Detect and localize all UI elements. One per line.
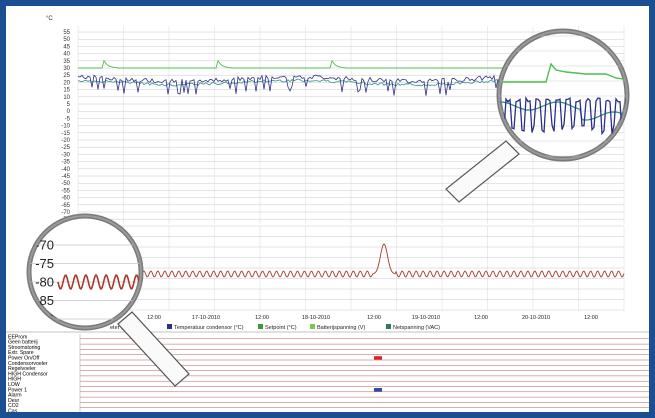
top-y-ticks: 5550454035302520151050-5-10-15-20-25-30-… [61, 30, 70, 223]
y-tick-label: 35 [63, 59, 70, 65]
y-tick-label: 55 [63, 30, 70, 36]
y-tick-label: -40 [61, 167, 70, 173]
event-label: CO2 [8, 403, 19, 409]
event-label: Power On/Off [8, 356, 40, 362]
y-tick-label: 45 [63, 44, 70, 50]
magnifier-top [445, 28, 630, 203]
y-tick-label: 5 [67, 102, 71, 108]
legend-swatch [167, 324, 172, 329]
event-label: Power 1 [8, 387, 27, 393]
magnifier-bottom-handle [117, 311, 190, 387]
bottom-gridlines [77, 225, 625, 311]
event-label: Alarm [8, 393, 22, 399]
zoom-condensor-line [499, 95, 627, 136]
legend-swatch [386, 324, 391, 329]
event-label: Regelvoeler [8, 366, 36, 372]
event-label: HIGH [8, 377, 21, 383]
y-tick-label: 20 [63, 80, 70, 86]
y-tick-label: 30 [63, 66, 70, 72]
x-tick-label: 12:00 [584, 315, 598, 321]
zoom-tick-label: -75 [35, 256, 54, 271]
event-label: Stroomstoring [8, 345, 40, 351]
condensor-temperature-line [77, 243, 625, 278]
y-tick-label: -5 [65, 116, 71, 122]
x-tick-label: 18-10-2010 [302, 315, 330, 321]
y-tick-label: 0 [67, 109, 71, 115]
y-tick-label: -45 [61, 174, 70, 180]
zoom-tick-label: -80 [35, 275, 54, 290]
x-tick-label: 17-10-2010 [192, 315, 220, 321]
x-tick-label: 20-10-2010 [522, 315, 550, 321]
x-tick-label: 12:00 [255, 315, 269, 321]
power-onoff-marker [374, 356, 382, 360]
y-tick-label: 40 [63, 52, 70, 58]
event-label: LOW [8, 382, 20, 388]
chart-legend: eter (°C) Temperatuur condensor (°C) Setpo… [110, 324, 440, 331]
zoom-temperature-line [499, 101, 627, 121]
event-label: Geen batterij [8, 340, 38, 346]
event-label: Extr. Spare [8, 350, 34, 356]
legend-label: Temperatuur condensor (°C) [174, 325, 244, 331]
y-tick-label: -50 [61, 181, 70, 187]
zoom-tick-label: -70 [35, 238, 54, 253]
y-tick-label: 15 [63, 88, 70, 94]
y-tick-label: -30 [61, 152, 70, 158]
y-tick-label: -20 [61, 138, 70, 144]
y-tick-label: 25 [63, 73, 70, 79]
screenshot-frame: °C 55 50 45 40 35 30 25 20 15 10 5 0 -5 -10 -15 -20 -25-… [6, 6, 649, 412]
y-tick-label: -15 [61, 131, 70, 137]
legend-label: Batterijspanning (V) [317, 325, 365, 331]
x-tick-label: 12:00 [474, 315, 488, 321]
y-tick-label: -35 [61, 160, 70, 166]
legend-swatch [310, 324, 315, 329]
zoom-condensor-wave [57, 273, 141, 291]
zoom-setpoint-line [499, 62, 627, 83]
event-label: HIGH Condensor [8, 371, 48, 377]
event-label: Condensorvoeler [8, 361, 48, 367]
legend-swatch [258, 324, 263, 329]
y-tick-label: -60 [61, 196, 70, 202]
top-unit-label: °C [46, 16, 53, 22]
legend-label: eter (°C) [110, 325, 131, 331]
y-tick-label: 50 [63, 37, 70, 43]
y-tick-label: -55 [61, 188, 70, 194]
x-tick-label: 12:00 [367, 315, 381, 321]
y-tick-label: -10 [61, 124, 70, 130]
y-tick-label: -65 [61, 203, 70, 209]
x-axis-ticks: 12:00 17-10-2010 12:00 18-10-2010 12:00 19-10… [147, 315, 598, 321]
magnifier-bottom-content: -70-75-80-85-90 [29, 238, 141, 327]
data-logger-chart: °C 5550454035302520151050-5-10-15-20-25-… [6, 16, 649, 413]
y-tick-label: 10 [63, 95, 70, 101]
legend-label: Netspanning (VAC) [393, 325, 440, 331]
y-tick-label: -25 [61, 145, 70, 151]
x-tick-label: 19-10-2010 [412, 315, 440, 321]
legend-label: Setpoint (°C) [265, 325, 297, 331]
bottom-chart [77, 225, 625, 311]
magnifier-top-handle [445, 140, 520, 203]
magnifier-bottom: -70-75-80-85-90 [26, 213, 190, 387]
event-label: Deur [8, 398, 20, 404]
y-tick-label: -70 [61, 210, 70, 216]
x-tick-label: 12:00 [147, 315, 161, 321]
power1-marker [374, 388, 382, 392]
event-label: EEProm [8, 334, 27, 340]
event-label: Cas [8, 409, 18, 413]
